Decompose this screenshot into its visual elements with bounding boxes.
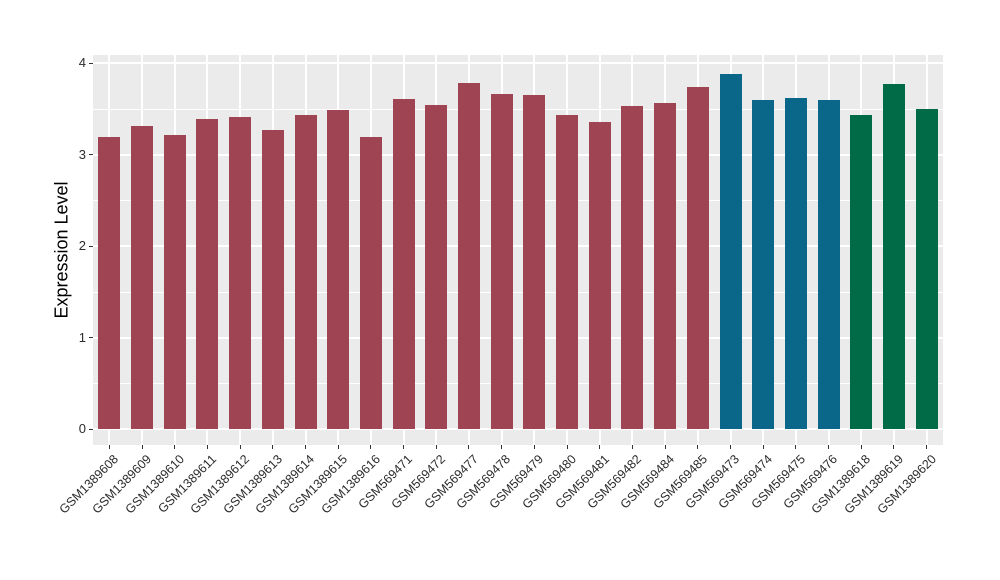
gridline-minor-h: [93, 200, 943, 202]
bar-GSM569476: [817, 99, 840, 430]
bar-GSM1389620: [915, 109, 938, 430]
bar-GSM569474: [752, 99, 775, 430]
bar-GSM569484: [654, 102, 677, 430]
x-axis-tick: [272, 445, 274, 449]
x-axis-tick: [697, 445, 699, 449]
x-axis-tick: [435, 445, 437, 449]
bar-GSM569480: [556, 115, 579, 430]
x-axis-tick: [566, 445, 568, 449]
y-axis-tick: [89, 245, 93, 247]
y-axis-tick: [89, 154, 93, 156]
x-axis-tick: [206, 445, 208, 449]
bar-GSM569479: [523, 95, 546, 430]
bar-GSM569477: [457, 83, 480, 430]
bar-GSM1389618: [850, 114, 873, 430]
x-axis-tick: [762, 445, 764, 449]
y-tick-label: 0: [78, 421, 86, 437]
x-axis-tick: [370, 445, 372, 449]
x-axis-tick: [141, 445, 143, 449]
y-tick-label: 2: [78, 238, 86, 254]
x-axis-tick: [795, 445, 797, 449]
bar-GSM569481: [588, 121, 611, 430]
gridline-major-h: [93, 245, 943, 248]
x-axis-tick: [174, 445, 176, 449]
bar-GSM569472: [425, 105, 448, 430]
y-axis-tick: [89, 337, 93, 339]
bar-GSM1389613: [261, 130, 284, 430]
x-axis-tick: [926, 445, 928, 449]
x-axis-tick: [403, 445, 405, 449]
gridline-major-h: [93, 336, 943, 339]
x-axis-tick: [828, 445, 830, 449]
y-axis-tick: [89, 428, 93, 430]
bar-GSM569471: [392, 98, 415, 430]
x-axis-tick: [599, 445, 601, 449]
bar-GSM1389610: [163, 134, 186, 430]
x-tick-label: GSM1389620: [874, 452, 939, 517]
gridline-major-h: [93, 62, 943, 65]
bar-GSM569478: [490, 94, 513, 430]
bar-GSM1389612: [229, 117, 252, 430]
bar-GSM1389608: [98, 136, 121, 430]
bar-GSM569482: [621, 106, 644, 430]
x-axis-tick: [501, 445, 503, 449]
bar-GSM569473: [719, 74, 742, 430]
y-tick-label: 4: [78, 55, 86, 71]
x-axis-tick: [664, 445, 666, 449]
x-axis-tick: [305, 445, 306, 449]
gridline-minor-h: [93, 108, 943, 110]
x-axis-tick: [631, 445, 633, 449]
x-axis-tick: [893, 445, 895, 449]
x-axis-tick: [860, 445, 862, 449]
bar-GSM1389615: [327, 109, 350, 430]
x-axis-tick: [730, 445, 731, 449]
chart-panel: [93, 55, 943, 445]
bar-GSM1389616: [359, 136, 382, 430]
gridline-minor-h: [93, 291, 943, 293]
gridline-major-h: [93, 153, 943, 156]
x-axis-tick: [337, 445, 339, 449]
y-tick-label: 3: [78, 146, 86, 162]
bar-GSM1389614: [294, 114, 317, 430]
x-axis-tick: [108, 445, 110, 449]
x-axis-tick: [468, 445, 470, 449]
bar-GSM1389611: [196, 119, 219, 430]
y-tick-label: 1: [78, 329, 86, 345]
bar-GSM569485: [686, 87, 709, 430]
bar-GSM1389619: [882, 84, 905, 430]
x-axis-tick: [239, 445, 241, 449]
bar-GSM569475: [784, 98, 807, 430]
x-axis-tick: [533, 445, 535, 449]
gridline-minor-h: [93, 383, 943, 385]
bar-GSM1389609: [131, 126, 154, 430]
gridline-major-h: [93, 428, 943, 431]
y-axis-tick: [89, 62, 93, 64]
